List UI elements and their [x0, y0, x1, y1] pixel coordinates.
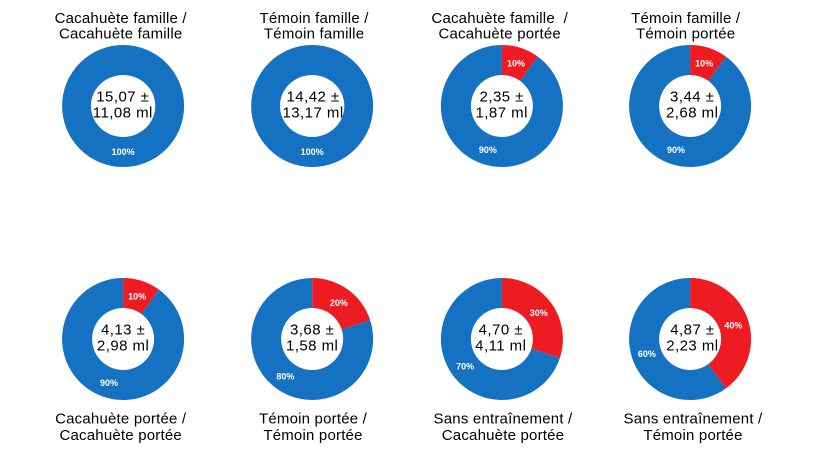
svg-text:3,44 ±: 3,44 ±: [670, 88, 714, 105]
svg-text:Sans entraînement /: Sans entraînement /: [624, 411, 764, 428]
svg-text:2,23 ml: 2,23 ml: [666, 337, 718, 354]
svg-text:4,87 ±: 4,87 ±: [670, 321, 714, 338]
svg-text:90%: 90%: [667, 145, 685, 155]
svg-text:14,42 ±: 14,42 ±: [287, 88, 340, 105]
svg-text:Témoin famille /: Témoin famille /: [260, 10, 370, 27]
svg-text:4,13 ±: 4,13 ±: [101, 321, 145, 338]
svg-text:Sans entraînement /: Sans entraînement /: [434, 411, 574, 428]
svg-text:Cacahuète famille /: Cacahuète famille /: [55, 10, 188, 27]
svg-text:3,68 ±: 3,68 ±: [290, 321, 334, 338]
svg-text:10%: 10%: [128, 291, 146, 301]
svg-text:2,98 ml: 2,98 ml: [97, 337, 149, 354]
svg-text:70%: 70%: [456, 361, 474, 371]
svg-text:1,87 ml: 1,87 ml: [476, 104, 528, 121]
svg-text:13,17 ml: 13,17 ml: [282, 104, 343, 121]
svg-text:2,35 ±: 2,35 ±: [480, 88, 524, 105]
svg-text:11,08 ml: 11,08 ml: [93, 104, 153, 121]
svg-text:Cacahuète portée /: Cacahuète portée /: [55, 411, 187, 428]
svg-text:90%: 90%: [479, 145, 497, 155]
svg-text:20%: 20%: [330, 298, 348, 308]
svg-text:Cacahuète famille: Cacahuète famille: [59, 26, 182, 43]
svg-text:Témoin portée: Témoin portée: [643, 427, 742, 444]
svg-text:10%: 10%: [695, 58, 713, 68]
svg-text:1,58 ml: 1,58 ml: [286, 337, 338, 354]
svg-text:60%: 60%: [638, 349, 656, 359]
svg-text:100%: 100%: [301, 147, 324, 157]
svg-text:90%: 90%: [100, 378, 118, 388]
svg-text:Témoin famille: Témoin famille: [264, 26, 364, 43]
svg-text:Cacahuète portée: Cacahuète portée: [59, 427, 181, 444]
svg-text:80%: 80%: [276, 372, 294, 382]
svg-text:2,68 ml: 2,68 ml: [666, 104, 718, 121]
svg-text:Témoin portée /: Témoin portée /: [259, 411, 368, 428]
svg-text:10%: 10%: [507, 58, 525, 68]
svg-text:100%: 100%: [112, 147, 135, 157]
svg-text:30%: 30%: [530, 308, 548, 318]
svg-text:Témoin portée: Témoin portée: [636, 26, 735, 43]
svg-text:Cacahuète famille /: Cacahuète famille /: [431, 10, 568, 27]
svg-text:15,07 ±: 15,07 ±: [96, 88, 149, 105]
svg-text:4,11 ml: 4,11 ml: [475, 337, 526, 354]
svg-text:Cacahuète portée: Cacahuète portée: [442, 427, 564, 444]
svg-text:4,70 ±: 4,70 ±: [479, 321, 523, 338]
svg-text:Témoin portée: Témoin portée: [263, 427, 362, 444]
svg-text:Témoin famille /: Témoin famille /: [631, 10, 741, 27]
svg-text:Cacahuète portée: Cacahuète portée: [438, 26, 560, 43]
svg-text:40%: 40%: [724, 321, 742, 331]
